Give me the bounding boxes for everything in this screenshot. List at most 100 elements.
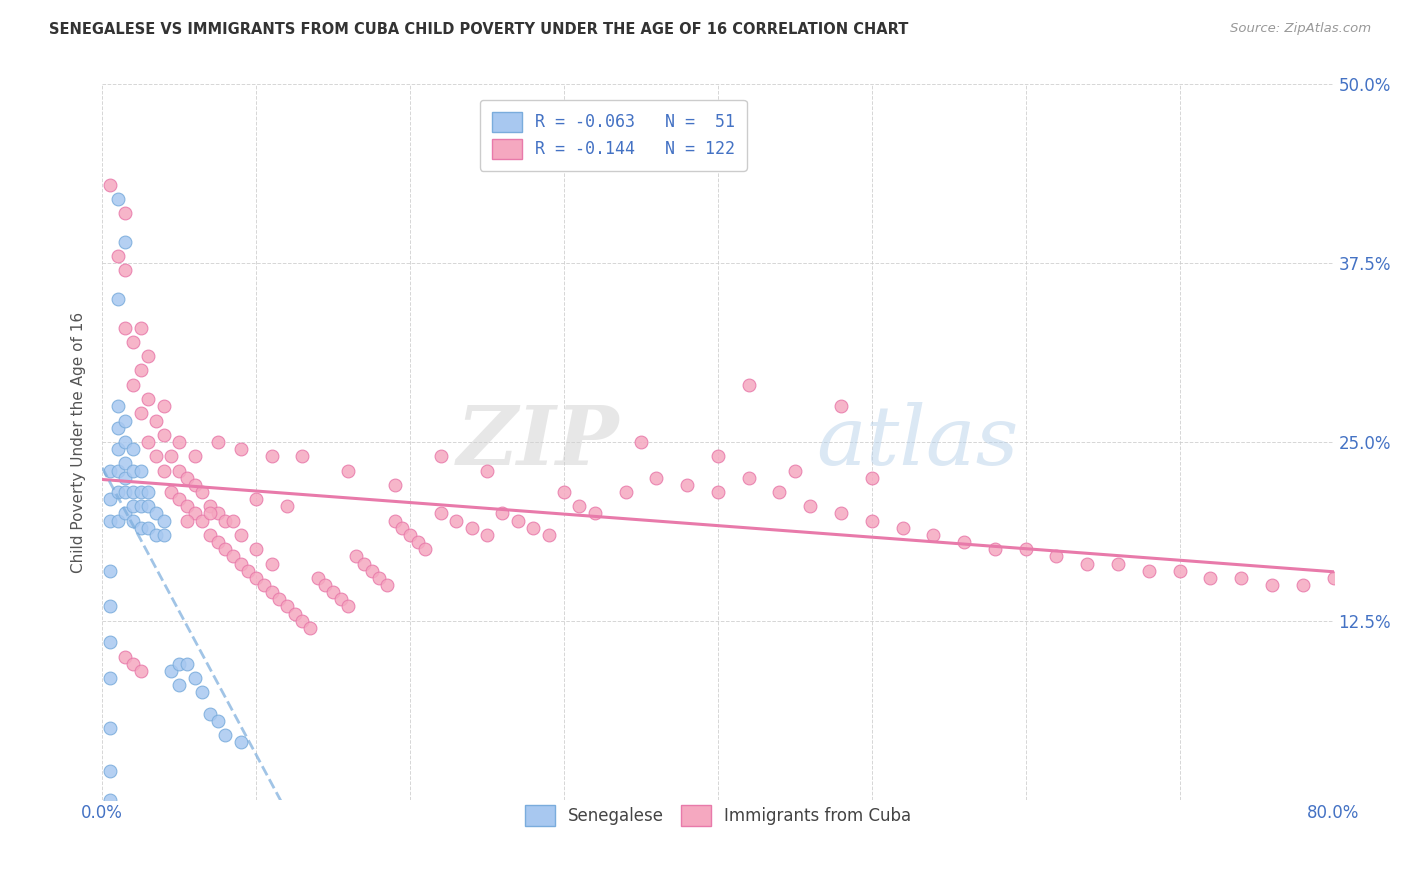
Point [630, 434, 652, 449]
Point [444, 514, 467, 528]
Point [860, 471, 883, 485]
Point [114, 485, 136, 500]
Point [460, 521, 482, 535]
Point [291, 450, 314, 464]
Point [145, 450, 167, 464]
Point [138, 500, 160, 514]
Point [152, 528, 174, 542]
Point [198, 706, 221, 721]
Point [122, 334, 145, 349]
Point [122, 500, 145, 514]
Point [122, 657, 145, 671]
Point [553, 485, 575, 500]
Point [122, 485, 145, 500]
Point [107, 292, 129, 306]
Point [207, 714, 229, 728]
Point [245, 571, 267, 585]
Point [98, 671, 121, 685]
Point [129, 500, 152, 514]
Point [707, 485, 730, 500]
Y-axis label: Child Poverty Under the Age of 16: Child Poverty Under the Age of 16 [72, 311, 86, 573]
Point [176, 500, 198, 514]
Point [522, 521, 544, 535]
Point [152, 399, 174, 413]
Point [129, 485, 152, 500]
Point [107, 464, 129, 478]
Point [222, 549, 245, 564]
Point [360, 564, 382, 578]
Point [129, 521, 152, 535]
Point [276, 500, 298, 514]
Point [122, 464, 145, 478]
Point [167, 678, 190, 692]
Point [114, 507, 136, 521]
Point [506, 514, 529, 528]
Text: atlas: atlas [817, 402, 1019, 482]
Point [207, 507, 229, 521]
Point [129, 406, 152, 420]
Legend: Senegalese, Immigrants from Cuba: Senegalese, Immigrants from Cuba [516, 797, 920, 834]
Point [98, 764, 121, 778]
Point [238, 564, 260, 578]
Point [145, 413, 167, 427]
Point [707, 450, 730, 464]
Point [183, 478, 205, 492]
Point [830, 399, 852, 413]
Point [783, 464, 806, 478]
Point [107, 485, 129, 500]
Point [114, 413, 136, 427]
Point [260, 450, 283, 464]
Point [98, 564, 121, 578]
Point [891, 521, 914, 535]
Point [737, 471, 759, 485]
Point [214, 542, 236, 557]
Point [1292, 578, 1315, 592]
Point [922, 528, 945, 542]
Point [191, 685, 214, 699]
Point [245, 542, 267, 557]
Point [368, 571, 391, 585]
Point [129, 464, 152, 478]
Point [98, 514, 121, 528]
Point [122, 442, 145, 457]
Point [107, 249, 129, 263]
Text: ZIP: ZIP [457, 402, 620, 482]
Point [229, 528, 252, 542]
Point [114, 649, 136, 664]
Point [260, 557, 283, 571]
Point [229, 442, 252, 457]
Point [152, 464, 174, 478]
Point [344, 549, 367, 564]
Point [160, 664, 183, 678]
Point [1230, 571, 1253, 585]
Point [307, 571, 329, 585]
Point [768, 485, 790, 500]
Point [138, 434, 160, 449]
Point [207, 535, 229, 549]
Point [222, 514, 245, 528]
Point [475, 464, 498, 478]
Point [183, 450, 205, 464]
Point [253, 578, 276, 592]
Point [214, 514, 236, 528]
Point [229, 557, 252, 571]
Point [198, 500, 221, 514]
Point [260, 585, 283, 599]
Point [1015, 542, 1038, 557]
Point [167, 492, 190, 507]
Point [1261, 578, 1284, 592]
Point [430, 507, 453, 521]
Point [322, 585, 344, 599]
Point [167, 657, 190, 671]
Point [391, 521, 413, 535]
Point [375, 578, 398, 592]
Point [229, 735, 252, 749]
Point [291, 614, 314, 628]
Point [114, 471, 136, 485]
Point [191, 514, 214, 528]
Point [129, 664, 152, 678]
Point [353, 557, 375, 571]
Point [107, 399, 129, 413]
Point [98, 721, 121, 735]
Text: Source: ZipAtlas.com: Source: ZipAtlas.com [1230, 22, 1371, 36]
